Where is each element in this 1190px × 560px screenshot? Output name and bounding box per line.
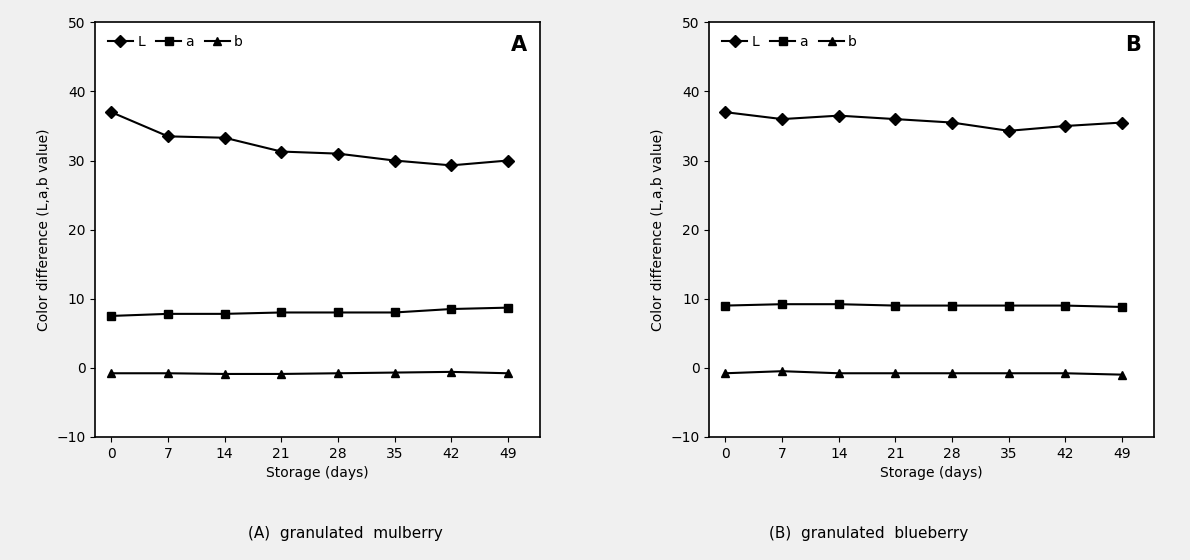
a <box>218 310 232 317</box>
L <box>1115 119 1129 126</box>
b <box>388 369 402 376</box>
b <box>105 370 119 377</box>
Legend: L, a, b: L, a, b <box>716 29 863 54</box>
a <box>1058 302 1072 309</box>
a <box>444 306 458 312</box>
b <box>832 370 846 377</box>
b <box>501 370 515 377</box>
L <box>161 133 175 140</box>
L <box>945 119 959 126</box>
a <box>331 309 345 316</box>
L <box>719 109 733 115</box>
Text: A: A <box>511 35 527 55</box>
Y-axis label: Color difference (L,a,b value): Color difference (L,a,b value) <box>651 128 665 331</box>
L <box>775 116 789 123</box>
L <box>832 112 846 119</box>
a <box>501 304 515 311</box>
Line: a: a <box>107 304 512 320</box>
Line: L: L <box>721 108 1126 135</box>
L <box>331 150 345 157</box>
a <box>1115 304 1129 310</box>
L <box>1002 128 1016 134</box>
L <box>444 162 458 169</box>
X-axis label: Storage (days): Storage (days) <box>881 466 983 480</box>
a <box>945 302 959 309</box>
Legend: L, a, b: L, a, b <box>102 29 249 54</box>
b <box>1002 370 1016 377</box>
a <box>832 301 846 307</box>
Line: b: b <box>107 368 512 378</box>
b <box>1058 370 1072 377</box>
b <box>888 370 902 377</box>
b <box>218 371 232 377</box>
Line: b: b <box>721 367 1126 379</box>
b <box>945 370 959 377</box>
a <box>719 302 733 309</box>
a <box>161 310 175 317</box>
L <box>388 157 402 164</box>
b <box>331 370 345 377</box>
a <box>388 309 402 316</box>
Text: (A)  granulated  mulberry: (A) granulated mulberry <box>248 526 443 540</box>
L <box>274 148 288 155</box>
b <box>161 370 175 377</box>
L <box>888 116 902 123</box>
X-axis label: Storage (days): Storage (days) <box>267 466 369 480</box>
L <box>1058 123 1072 129</box>
L <box>105 109 119 115</box>
Line: a: a <box>721 300 1126 311</box>
a <box>1002 302 1016 309</box>
L <box>501 157 515 164</box>
b <box>719 370 733 377</box>
a <box>274 309 288 316</box>
b <box>274 371 288 377</box>
b <box>775 368 789 375</box>
Text: B: B <box>1125 35 1141 55</box>
Line: L: L <box>107 108 512 170</box>
b <box>444 368 458 375</box>
a <box>105 312 119 319</box>
b <box>1115 371 1129 378</box>
Text: (B)  granulated  blueberry: (B) granulated blueberry <box>769 526 969 540</box>
a <box>888 302 902 309</box>
L <box>218 134 232 141</box>
Y-axis label: Color difference (L,a,b value): Color difference (L,a,b value) <box>37 128 51 331</box>
a <box>775 301 789 307</box>
